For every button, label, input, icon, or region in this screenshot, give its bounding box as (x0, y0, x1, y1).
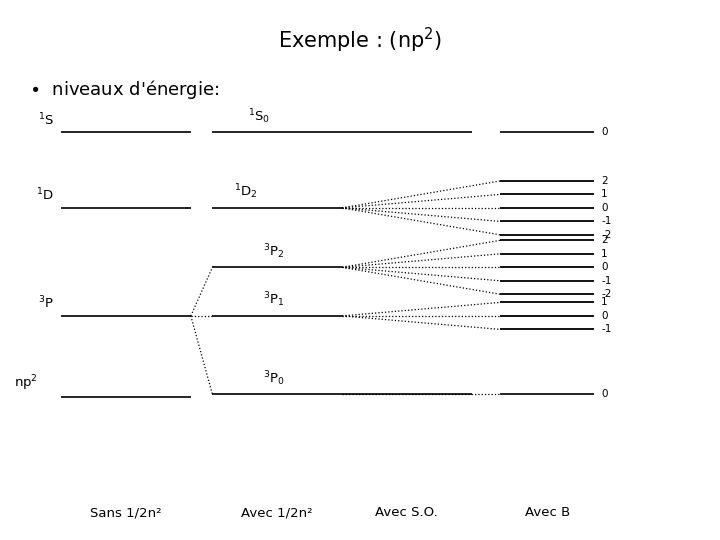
Text: 1: 1 (601, 298, 608, 307)
Text: 0: 0 (601, 262, 608, 272)
Text: Avec B: Avec B (525, 507, 570, 519)
Text: -1: -1 (601, 276, 611, 286)
Text: Avec S.O.: Avec S.O. (375, 507, 438, 519)
Text: Avec 1/2n²: Avec 1/2n² (241, 507, 313, 519)
Text: Exemple : (np$^2$): Exemple : (np$^2$) (278, 26, 442, 55)
Text: $^3$P$_0$: $^3$P$_0$ (263, 369, 284, 388)
Text: 1: 1 (601, 249, 608, 259)
Text: $^1$D: $^1$D (36, 187, 54, 204)
Text: $^1$S$_0$: $^1$S$_0$ (248, 107, 271, 126)
Text: 0: 0 (601, 203, 608, 213)
Text: $\bullet$  niveaux d'énergie:: $\bullet$ niveaux d'énergie: (29, 78, 220, 100)
Text: -2: -2 (601, 289, 611, 299)
Text: np$^2$: np$^2$ (14, 373, 38, 393)
Text: -1: -1 (601, 325, 611, 334)
Text: 0: 0 (601, 311, 608, 321)
Text: $^1$S: $^1$S (38, 111, 54, 128)
Text: -2: -2 (601, 230, 611, 240)
Text: 1: 1 (601, 190, 608, 199)
Text: $^3$P$_2$: $^3$P$_2$ (263, 242, 284, 261)
Text: $^1$D$_2$: $^1$D$_2$ (234, 183, 258, 201)
Text: 2: 2 (601, 235, 608, 245)
Text: $^3$P: $^3$P (38, 295, 54, 312)
Text: -1: -1 (601, 217, 611, 226)
Text: Sans 1/2n²: Sans 1/2n² (90, 507, 162, 519)
Text: 0: 0 (601, 127, 608, 137)
Text: 2: 2 (601, 176, 608, 186)
Text: 0: 0 (601, 389, 608, 399)
Text: $^3$P$_1$: $^3$P$_1$ (263, 291, 284, 309)
